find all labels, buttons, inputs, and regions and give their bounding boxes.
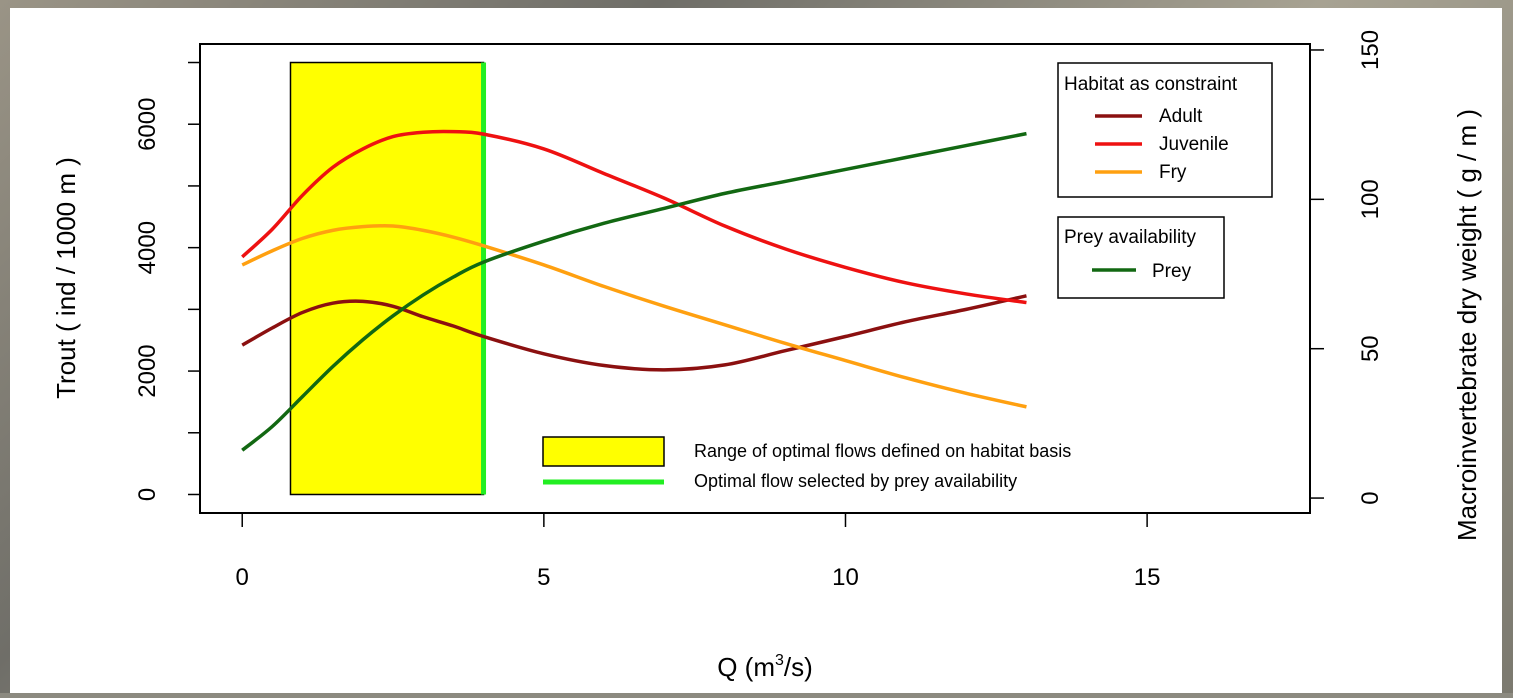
legend-habitat-box [1057,62,1273,198]
x-axis: 0 5 10 15 [236,513,1161,591]
left-axis: 0 2000 4000 6000 [134,61,200,501]
legend-prey-title: Prey availability [1064,227,1196,248]
legend-range-label: Range of optimal flows defined on habita… [694,441,1071,461]
series-group [241,129,1027,452]
right-tick-label: 50 [1357,335,1384,362]
series-line-prey [241,131,1027,452]
line-chart: 0 2000 4000 6000 0 50 100 150 0 5 10 15 Trout ( i… [51,30,1482,682]
legend-prey: Prey availability Prey [1057,216,1225,299]
legend-prey-box [1057,216,1225,299]
chart-panel: 0 2000 4000 6000 0 50 100 150 0 5 10 15 Trout ( i… [10,8,1502,693]
left-tick-label: 6000 [134,98,161,151]
legend-adult-label: Adult [1159,106,1203,127]
y-axis-label-left: Trout ( ind / 1000 m ) [51,157,81,399]
legend-range-swatch [542,436,665,467]
legend-habitat-title: Habitat as constraint [1064,74,1238,95]
x-tick-label: 0 [236,564,249,591]
right-axis: 0 50 100 150 [1310,30,1384,505]
legend-habitat: Habitat as constraint Adult Juvenile Fry [1057,62,1273,198]
plot-frame [199,43,1311,514]
optimal-range-rect [289,61,485,496]
right-tick-label: 0 [1357,491,1384,504]
right-tick-label: 100 [1357,179,1384,219]
legend-juvenile-label: Juvenile [1159,134,1229,155]
series-line-adult [241,294,1027,372]
legend-bottom: Range of optimal flows defined on habita… [542,436,1071,491]
x-tick-label: 10 [832,564,859,591]
left-tick-label: 4000 [134,221,161,274]
x-tick-label: 5 [537,564,550,591]
left-tick-label: 2000 [134,344,161,397]
x-tick-label: 15 [1134,564,1161,591]
legend-flow-label: Optimal flow selected by prey availabili… [694,471,1017,491]
left-tick-label: 0 [134,488,161,501]
right-tick-label: 150 [1357,30,1384,70]
legend-fry-label: Fry [1159,162,1187,183]
x-axis-label: Q (m3/s) [717,652,813,682]
series-line-fry [241,224,1027,409]
legend-prey-label: Prey [1152,261,1192,282]
series-line-juvenile [241,129,1027,305]
y-axis-label-right: Macroinvertebrate dry weight ( g / m ) [1452,109,1482,541]
